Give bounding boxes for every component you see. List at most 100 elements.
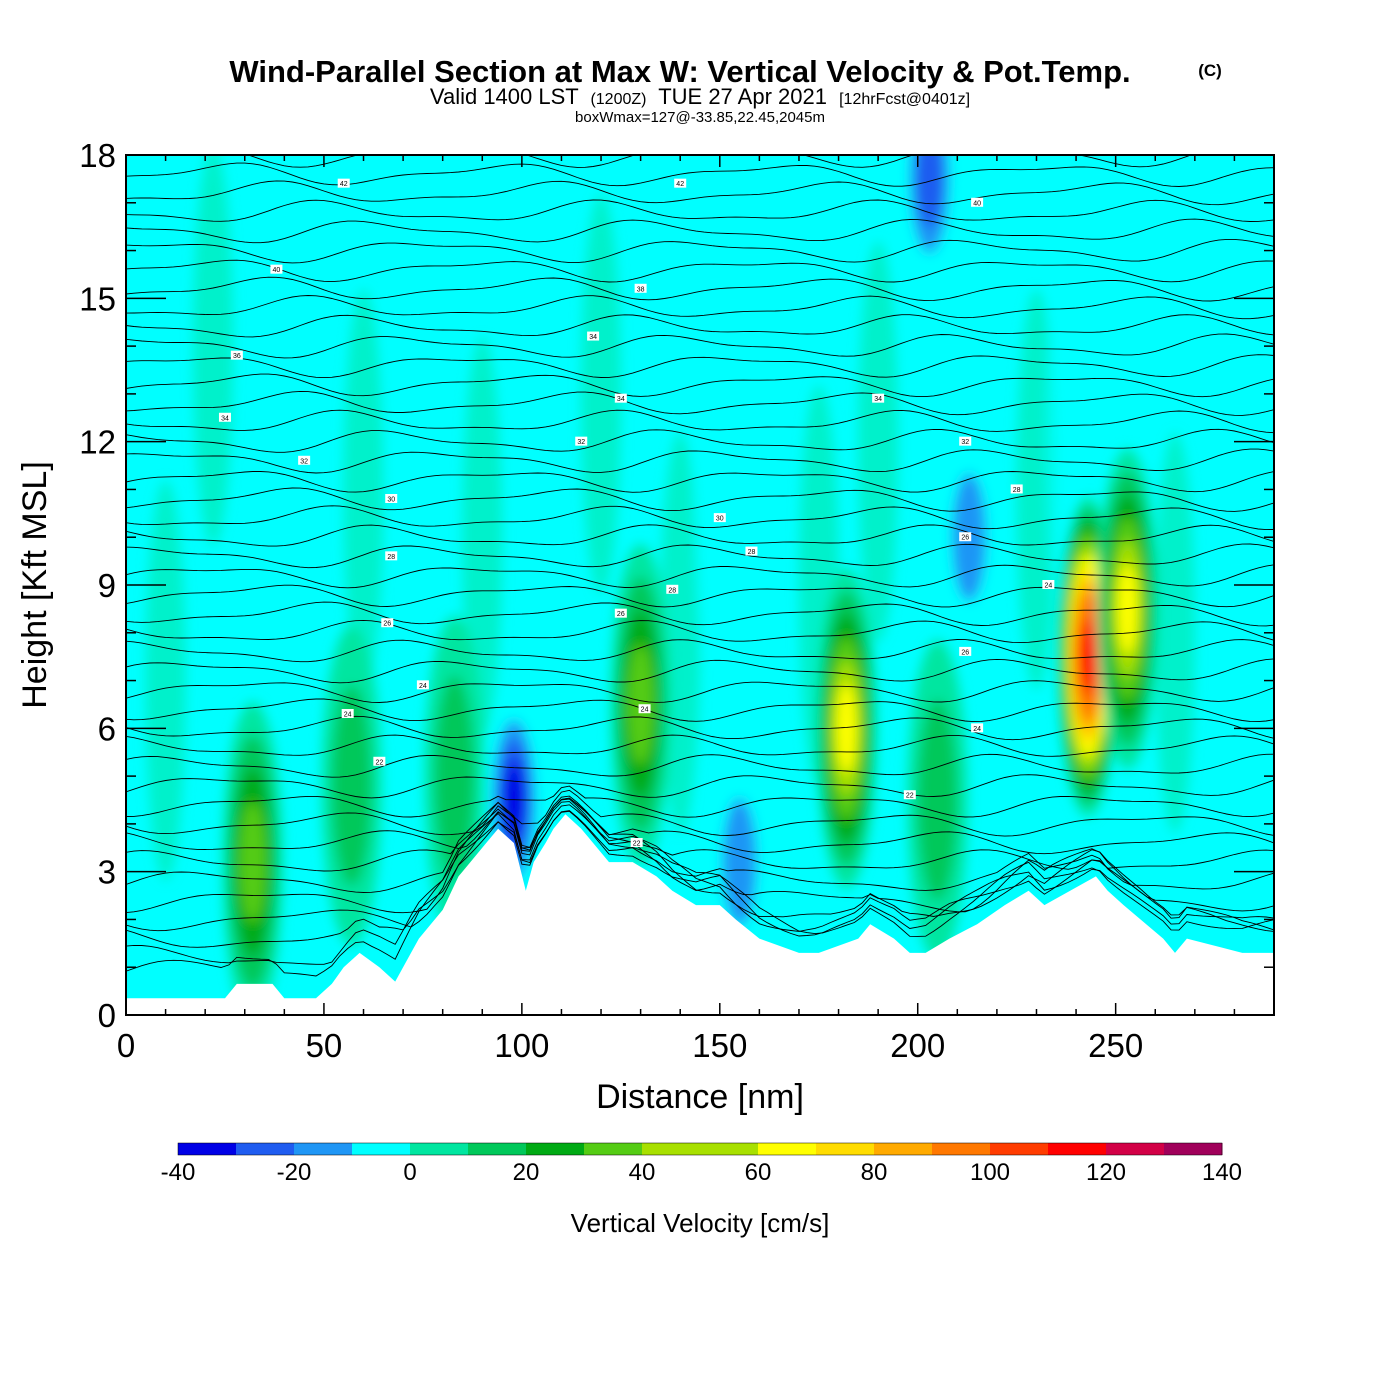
theta-contour-label: 28 (668, 587, 676, 594)
theta-label-bg-5 (587, 331, 600, 341)
theta-contour-label: 24 (344, 712, 352, 719)
colorbar-segment (294, 1143, 353, 1155)
theta-contour-line-10 (126, 774, 1274, 799)
theta-contour-line-11 (126, 753, 1274, 778)
theta-label-bg-18 (341, 709, 354, 718)
theta-label-bg-29 (971, 723, 984, 733)
theta-label-bg-6 (218, 412, 231, 422)
x-tick-label: 200 (890, 1027, 945, 1064)
theta-label-bg-4 (230, 350, 243, 360)
theta-contour-label: 28 (387, 554, 395, 561)
colorbar-segment (410, 1143, 469, 1155)
colorbar-tick-label: 100 (970, 1159, 1010, 1186)
weak-updraft-band-0 (145, 480, 186, 881)
theta-contour-line-40 (126, 199, 1274, 222)
downdraft-core-2-level-2 (916, 155, 943, 228)
colorbar-segment (352, 1143, 411, 1155)
weak-downdraft-band-0 (389, 223, 418, 564)
theta-contour-label: 24 (973, 726, 981, 733)
theta-contour-label: 42 (676, 181, 684, 188)
theta-contour-label: 30 (716, 516, 724, 523)
x-tick-label: 100 (494, 1027, 549, 1064)
theta-contour-label: 22 (633, 841, 641, 848)
theta-label-bg-0 (337, 178, 350, 188)
theta-contour-line-22 (126, 543, 1274, 569)
theta-contour-line-38 (126, 238, 1274, 264)
box-wmax-info: boxWmax=127@-33.85,22.45,2045m (575, 109, 825, 126)
theta-contour-labels: 42 42 40 38 36 34 34 34 32 32 30 30 28 28 26 28 24 26 24 24… (218, 178, 1055, 848)
theta-contour-line-19 (126, 601, 1274, 627)
weak-downdraft-band-5 (1046, 271, 1075, 612)
forecast-info: [12hrFcst@0401z] (839, 91, 970, 108)
theta-label-bg-30 (903, 790, 916, 800)
theta-contour-line-4 (126, 795, 1274, 914)
theta-contour-line-36 (126, 276, 1274, 302)
colorbar-tick-label: 20 (513, 1159, 540, 1186)
theta-contour-line-27 (126, 448, 1274, 474)
colorbar-segment (700, 1143, 759, 1155)
valid-date: TUE 27 Apr 2021 (658, 84, 827, 109)
theta-contour-line-5 (126, 798, 1274, 893)
theta-contour-line-34 (126, 314, 1274, 338)
theta-contour-line-1 (126, 810, 1274, 965)
theta-contour-line-0 (126, 810, 1274, 977)
theta-contour-line-6 (126, 801, 1274, 872)
theta-contour-label: 22 (375, 759, 383, 766)
theta-contour-line-35 (126, 295, 1274, 320)
theta-label-bg-7 (614, 393, 627, 403)
colorbar-segment (236, 1143, 295, 1155)
colorbar-tick-label: 140 (1202, 1159, 1242, 1186)
theta-contour-line-20 (126, 584, 1274, 608)
weak-updraft-band-2 (343, 289, 384, 690)
theta-label-bg-21 (630, 838, 643, 847)
colorbar-segment (526, 1143, 585, 1155)
y-axis-label: Height [Kft MSL] (16, 461, 54, 709)
colorbar (177, 1142, 1223, 1156)
utc-time: (1200Z) (590, 91, 646, 108)
theta-contour-label: 22 (906, 793, 914, 800)
theta-contours (126, 155, 1274, 977)
plot-area: 42 42 40 38 36 34 34 34 32 32 30 30 28 28 26 28 24 26 24 24… (126, 155, 1274, 1015)
theta-label-bg-3 (634, 283, 647, 293)
colorbar-segment (990, 1143, 1049, 1155)
updraft-core-2-level-1 (434, 676, 475, 877)
theta-contour-label: 24 (419, 683, 427, 690)
theta-contour-label: 36 (233, 353, 241, 360)
theta-label-bg-11 (713, 513, 726, 523)
theta-label-bg-17 (614, 608, 627, 618)
colorbar-frame (177, 1142, 1223, 1156)
theta-label-bg-2 (270, 264, 283, 274)
theta-contour-label: 24 (1044, 583, 1052, 590)
weak-downdraft-band-2 (693, 319, 722, 660)
x-tick-label: 0 (117, 1027, 135, 1064)
theta-contour-label: 24 (641, 707, 649, 714)
y-tick-label: 6 (98, 710, 116, 747)
x-tick-label: 250 (1088, 1027, 1143, 1064)
colorbar-tick-label: 120 (1086, 1159, 1126, 1186)
valid-time: Valid 1400 LST (430, 84, 578, 109)
theta-contour-line-33 (126, 333, 1274, 359)
theta-contour-line-25 (126, 487, 1274, 512)
theta-contour-line-39 (126, 218, 1274, 244)
x-tick-label: 150 (692, 1027, 747, 1064)
theta-label-bg-8 (298, 455, 311, 465)
theta-contour-line-21 (126, 564, 1274, 589)
theta-label-bg-26 (959, 532, 972, 542)
updraft-core-0-level-3 (239, 802, 266, 923)
colorbar-segment (468, 1143, 527, 1155)
theta-contour-line-41 (126, 180, 1274, 206)
colorbar-segment (1048, 1143, 1107, 1155)
colorbar-segment (932, 1143, 991, 1155)
theta-contour-label: 32 (577, 439, 585, 446)
theta-label-bg-23 (959, 436, 972, 446)
theta-contour-label: 26 (961, 649, 969, 656)
theta-contour-line-23 (126, 524, 1274, 547)
theta-contour-line-8 (126, 789, 1274, 837)
updraft-core-6-level-11 (1080, 628, 1096, 685)
weak-updraft-band-9 (1155, 432, 1196, 833)
theta-label-bg-24 (872, 393, 885, 403)
colorbar-segment (1106, 1143, 1165, 1155)
updraft-core-1-level-1 (332, 685, 372, 886)
